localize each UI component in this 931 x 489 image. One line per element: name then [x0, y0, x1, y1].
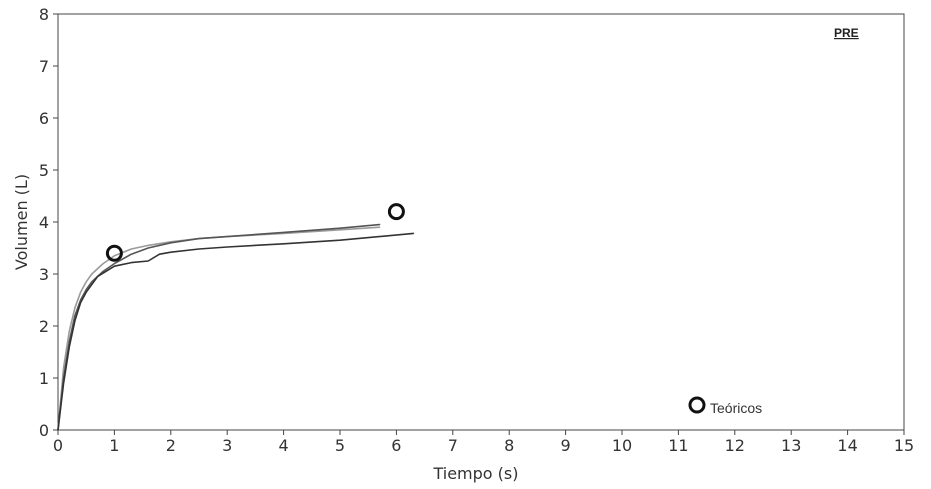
x-tick-label-7: 7 — [448, 436, 458, 455]
x-tick-label-2: 2 — [166, 436, 176, 455]
x-tick-label-5: 5 — [335, 436, 345, 455]
y-tick-label-7: 7 — [39, 57, 49, 76]
series-line-2 — [57, 223, 381, 431]
x-tick-label-11: 11 — [668, 436, 688, 455]
x-tick-label-13: 13 — [781, 436, 801, 455]
y-tick-label-0: 0 — [39, 421, 49, 440]
y-tick-label-2: 2 — [39, 317, 49, 336]
series-layer — [57, 223, 415, 431]
x-tick-label-14: 14 — [837, 436, 857, 455]
teoricos-point-2 — [387, 203, 405, 221]
teoricos-markers — [105, 203, 405, 262]
teoricos-point-1 — [105, 244, 123, 262]
x-axis-title: Tiempo (s) — [432, 464, 518, 483]
x-tick-label-1: 1 — [109, 436, 119, 455]
y-tick-label-3: 3 — [39, 265, 49, 284]
x-tick-label-12: 12 — [725, 436, 745, 455]
y-axis-ticks: 0 1 2 3 4 5 6 7 8 — [39, 5, 58, 440]
legend-label-teoricos: Teóricos — [710, 400, 762, 416]
legend-marker-teoricos — [688, 396, 706, 414]
x-tick-label-15: 15 — [894, 436, 914, 455]
x-tick-label-3: 3 — [222, 436, 232, 455]
panel-label: PRE — [834, 26, 859, 40]
x-tick-label-8: 8 — [504, 436, 514, 455]
x-tick-label-4: 4 — [279, 436, 289, 455]
x-tick-label-6: 6 — [391, 436, 401, 455]
plot-area — [57, 13, 905, 431]
x-tick-label-10: 10 — [612, 436, 632, 455]
y-tick-label-4: 4 — [39, 213, 49, 232]
x-tick-label-0: 0 — [53, 436, 63, 455]
y-tick-label-6: 6 — [39, 109, 49, 128]
x-tick-label-9: 9 — [561, 436, 571, 455]
series-line-3 — [57, 232, 415, 431]
legend: Teóricos — [688, 396, 762, 416]
y-axis-title: Volumen (L) — [12, 174, 31, 270]
y-tick-label-1: 1 — [39, 369, 49, 388]
y-tick-label-8: 8 — [39, 5, 49, 24]
x-axis-ticks: 0 1 2 3 4 5 6 7 8 9 10 11 12 13 14 15 — [53, 430, 914, 455]
y-tick-label-5: 5 — [39, 161, 49, 180]
